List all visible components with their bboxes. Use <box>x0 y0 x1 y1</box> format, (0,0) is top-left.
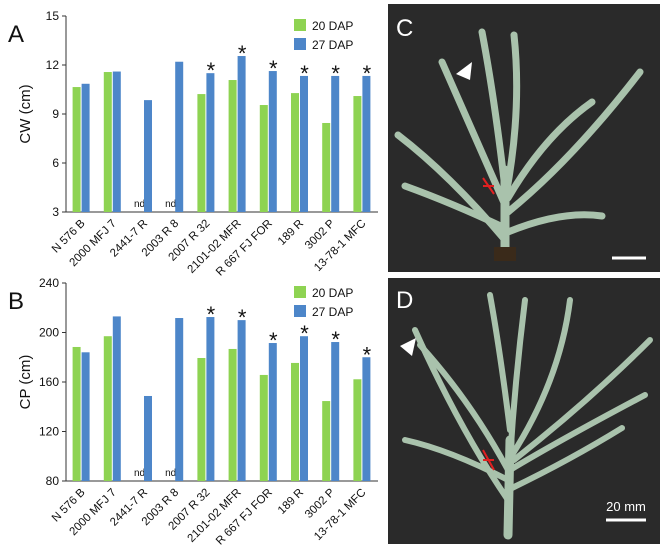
y-tick-label: 6 <box>52 156 59 170</box>
significance-marker: * <box>300 321 309 346</box>
bar <box>353 96 362 212</box>
bar <box>322 401 331 481</box>
y-tick-label: 15 <box>46 9 60 23</box>
bar <box>362 357 371 481</box>
bar <box>362 75 371 213</box>
bar <box>291 362 299 481</box>
bar <box>300 336 308 481</box>
bar <box>353 379 362 481</box>
arrowhead <box>400 338 416 356</box>
significance-marker: * <box>269 328 278 353</box>
bar <box>237 56 246 213</box>
bar <box>103 72 112 212</box>
bar <box>175 318 184 481</box>
y-tick-label: 9 <box>52 107 59 121</box>
legend-swatch <box>294 19 306 31</box>
bar <box>206 73 215 213</box>
significance-marker: * <box>269 56 278 81</box>
value-label: nd <box>165 468 176 479</box>
legend-label: 20 DAP <box>312 286 353 300</box>
significance-marker: * <box>363 61 372 86</box>
y-tick-label: 80 <box>46 474 60 488</box>
bar <box>331 342 340 481</box>
bar <box>268 343 277 481</box>
bar <box>237 320 246 481</box>
legend-label: 20 DAP <box>312 19 353 33</box>
bar <box>197 357 206 481</box>
arrowhead <box>456 62 472 80</box>
pot <box>494 247 516 261</box>
bar <box>144 100 152 212</box>
significance-marker: * <box>207 58 216 83</box>
value-label: nd <box>134 468 145 479</box>
significance-marker: * <box>363 342 372 367</box>
y-tick-label: 3 <box>52 205 59 219</box>
significance-marker: * <box>207 302 216 327</box>
plant <box>394 28 644 255</box>
bar <box>331 75 340 213</box>
panel-letter: B <box>8 288 24 315</box>
y-tick-label: 240 <box>39 276 59 290</box>
bar <box>228 348 237 481</box>
bar <box>72 346 81 481</box>
bar <box>228 80 237 212</box>
panel-letter: D <box>396 287 413 314</box>
scale-bar-label: 20 mm <box>606 499 646 514</box>
y-tick-label: 200 <box>39 326 59 340</box>
y-axis-label: CW (cm) <box>17 84 34 143</box>
bar <box>81 83 90 213</box>
photo-c: C <box>388 4 660 272</box>
bar <box>112 316 121 481</box>
significance-marker: * <box>238 41 247 66</box>
legend-label: 27 DAP <box>312 305 353 319</box>
legend-swatch <box>294 305 306 317</box>
bar <box>259 105 268 212</box>
bar <box>81 352 90 481</box>
bar <box>322 122 331 212</box>
significance-marker: * <box>300 61 309 86</box>
bar <box>144 395 152 481</box>
significance-marker: * <box>331 61 340 86</box>
significance-marker: * <box>238 305 247 330</box>
panel-letter: C <box>396 15 413 42</box>
value-label: nd <box>134 199 145 210</box>
legend-label: 27 DAP <box>312 38 353 52</box>
bar <box>197 94 206 212</box>
photo-d: 20 mm D <box>388 278 660 544</box>
bar <box>72 87 81 212</box>
angle-mark <box>482 449 495 471</box>
y-tick-label: 12 <box>46 58 60 72</box>
y-tick-label: 160 <box>39 375 59 389</box>
bar <box>291 93 299 212</box>
angle-mark <box>482 177 495 195</box>
legend-swatch <box>294 38 306 50</box>
bar <box>268 71 277 212</box>
bar <box>206 317 215 481</box>
panel-letter: A <box>8 21 24 48</box>
bar <box>300 75 308 213</box>
plant <box>402 292 653 540</box>
photo-background <box>388 4 660 272</box>
bar <box>112 71 121 213</box>
legend-swatch <box>294 286 306 298</box>
y-axis-label: CP (cm) <box>17 355 34 410</box>
bar <box>103 336 112 481</box>
bar <box>175 61 184 212</box>
bar <box>259 374 268 481</box>
value-label: nd <box>165 199 176 210</box>
y-tick-label: 120 <box>39 425 59 439</box>
significance-marker: * <box>331 327 340 352</box>
